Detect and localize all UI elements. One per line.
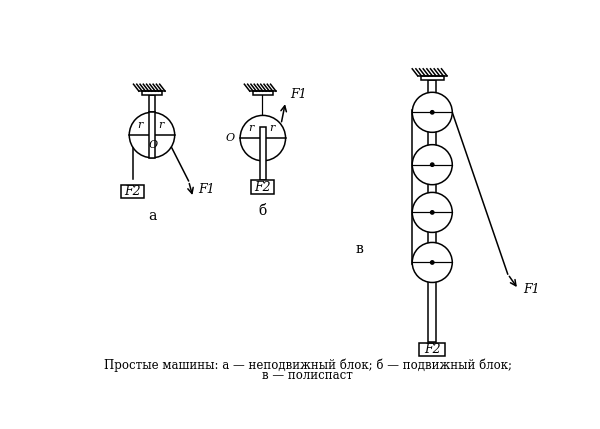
Bar bbox=[419, 343, 445, 356]
Circle shape bbox=[412, 92, 452, 132]
Circle shape bbox=[412, 242, 452, 282]
Text: а: а bbox=[148, 208, 156, 223]
Text: r: r bbox=[248, 124, 254, 133]
Text: F2: F2 bbox=[424, 343, 440, 356]
Text: F1: F1 bbox=[199, 183, 215, 196]
Circle shape bbox=[412, 145, 452, 185]
Text: F1: F1 bbox=[290, 88, 307, 101]
Text: r: r bbox=[158, 121, 163, 130]
Circle shape bbox=[412, 192, 452, 233]
Bar bbox=[149, 112, 155, 158]
Bar bbox=[428, 80, 436, 342]
Circle shape bbox=[431, 211, 434, 214]
Circle shape bbox=[150, 133, 154, 137]
Circle shape bbox=[240, 115, 286, 161]
Bar bbox=[421, 76, 444, 80]
Text: в: в bbox=[355, 242, 363, 257]
Bar bbox=[260, 127, 266, 180]
Text: r: r bbox=[137, 121, 143, 130]
Circle shape bbox=[261, 136, 265, 140]
Text: F1: F1 bbox=[523, 283, 540, 296]
Text: F2: F2 bbox=[254, 181, 271, 193]
Text: O: O bbox=[149, 140, 158, 151]
Bar bbox=[253, 91, 273, 95]
Text: в — полиспаст: в — полиспаст bbox=[262, 369, 353, 382]
Circle shape bbox=[431, 261, 434, 264]
Bar bbox=[121, 185, 144, 198]
Bar bbox=[142, 91, 162, 95]
Text: Простые машины: а — неподвижный блок; б — подвижный блок;: Простые машины: а — неподвижный блок; б … bbox=[104, 358, 511, 372]
Text: б: б bbox=[259, 204, 267, 218]
Text: r: r bbox=[269, 124, 274, 133]
Circle shape bbox=[431, 111, 434, 114]
Bar bbox=[251, 181, 274, 193]
Circle shape bbox=[431, 163, 434, 166]
Bar bbox=[149, 95, 155, 112]
Text: O: O bbox=[226, 133, 235, 143]
Circle shape bbox=[129, 112, 175, 158]
Text: F2: F2 bbox=[124, 185, 141, 198]
